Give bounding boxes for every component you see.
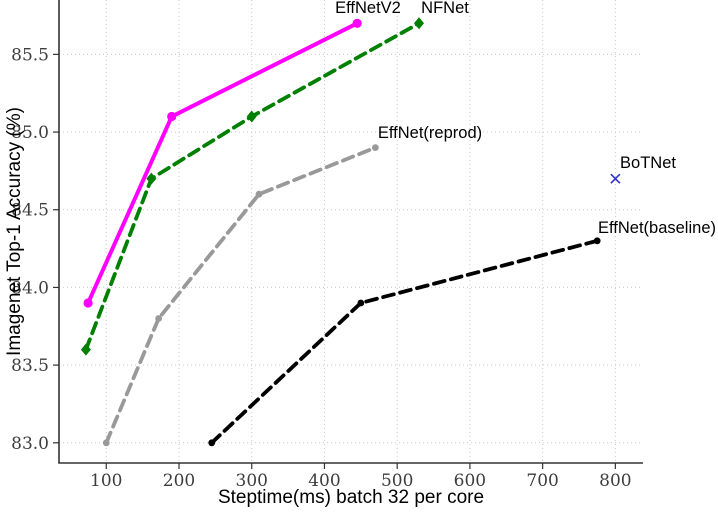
tick-marks	[53, 53, 616, 469]
series-label: BoTNet	[620, 154, 676, 172]
x-tick-label: 700	[526, 471, 558, 491]
x-axis-title: Steptime(ms) batch 32 per core	[217, 487, 485, 508]
series-effnetv2	[83, 18, 362, 308]
series-line	[209, 238, 600, 445]
series-nfnet	[80, 17, 424, 356]
series-line	[86, 21, 360, 305]
series-line	[84, 21, 421, 352]
series-annotations: EffNetV2 NFNet EffNet(reprod) BoTNet EffNet(…	[335, 0, 716, 237]
y-tick-label: 83.0	[11, 434, 49, 454]
series-label: NFNet	[421, 0, 469, 17]
series-line	[104, 145, 378, 445]
y-tick-labels: 83.0 83.5 84.0 84.5 85.0 85.5	[11, 45, 49, 453]
x-tick-label: 600	[454, 471, 486, 491]
series-effnet-baseline-	[208, 237, 601, 447]
x-tick-label: 500	[381, 471, 413, 491]
x-tick-labels: 100 200 300 400 500 600 700 800	[90, 471, 632, 491]
x-tick-label: 400	[308, 471, 340, 491]
y-axis-title: Imagenet Top-1 Accuracy (%)	[4, 107, 25, 356]
y-tick-label: 84.0	[11, 278, 49, 298]
x-tick-label: 100	[90, 471, 122, 491]
x-tick-label: 200	[163, 471, 195, 491]
series-label: EffNet(reprod)	[378, 124, 482, 142]
x-tick-label: 800	[599, 471, 631, 491]
series-botnet	[610, 173, 621, 184]
y-tick-label: 85.5	[11, 45, 49, 65]
x-tick-label: 300	[236, 471, 268, 491]
series-label: EffNetV2	[335, 0, 401, 17]
axis-spines	[58, 0, 643, 464]
y-tick-label: 85.0	[11, 123, 49, 143]
grid-lines	[59, 0, 643, 463]
y-tick-label: 84.5	[11, 201, 49, 221]
series-effnet-reprod-	[102, 144, 379, 447]
series-label: EffNet(baseline)	[598, 219, 716, 237]
y-tick-label: 83.5	[11, 356, 49, 376]
